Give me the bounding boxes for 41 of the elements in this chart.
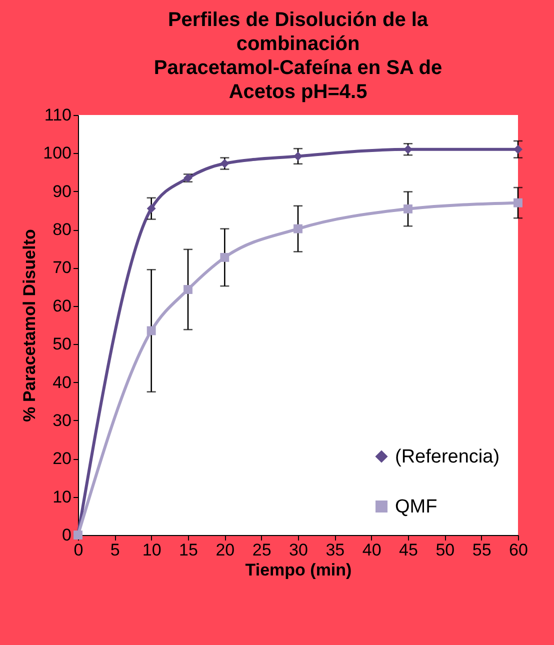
y-tick-label: 10 [52,487,72,506]
point [146,204,156,214]
point [404,144,412,154]
x-tick-label: 50 [436,540,455,560]
x-tick-label: 10 [142,540,162,560]
point [294,152,302,161]
y-tick-label: 110 [44,106,72,124]
y-tick-label: 30 [52,410,72,430]
y-tick-label: 100 [43,144,72,163]
x-tick-label: 20 [216,540,235,560]
point [514,198,522,208]
point [404,204,412,214]
y-tick-label: 20 [52,449,72,468]
x-tick-label: 30 [289,540,308,560]
y-tick-label: 60 [52,296,72,316]
y-tick-label: 40 [52,372,72,392]
point [514,144,522,154]
point [294,224,302,234]
x-tick-label: 60 [509,540,528,560]
x-tick-label: 25 [252,540,272,560]
legend-label: QMF [395,496,438,518]
y-tick-label: 70 [52,258,72,278]
y-tick-label: 90 [52,182,72,201]
y-tick-label: 50 [52,334,72,354]
point [184,285,192,294]
point [220,252,230,262]
x-tick-label: 5 [110,540,120,560]
point [146,326,156,336]
point [220,159,230,168]
y-tick-label: 80 [52,220,72,240]
x-tick-label: 0 [74,540,84,560]
legend-label: (Referencia) [395,446,500,468]
x-tick-label: 55 [472,540,492,560]
x-tick-label: 15 [179,540,198,560]
y-axis-title: % Paracetamol Disuelto [20,229,40,422]
y-tick-label: 0 [62,526,72,544]
chart-title: Perfiles de Disolución de la combinación Paracetamol-Cafeína en SA de Acetos pH=4.5 [154,9,442,103]
x-axis-title: Tiempo (min) [245,560,352,580]
x-tick-label: 40 [362,540,382,560]
x-tick-label: 35 [326,540,345,560]
x-tick-label: 45 [399,540,418,560]
